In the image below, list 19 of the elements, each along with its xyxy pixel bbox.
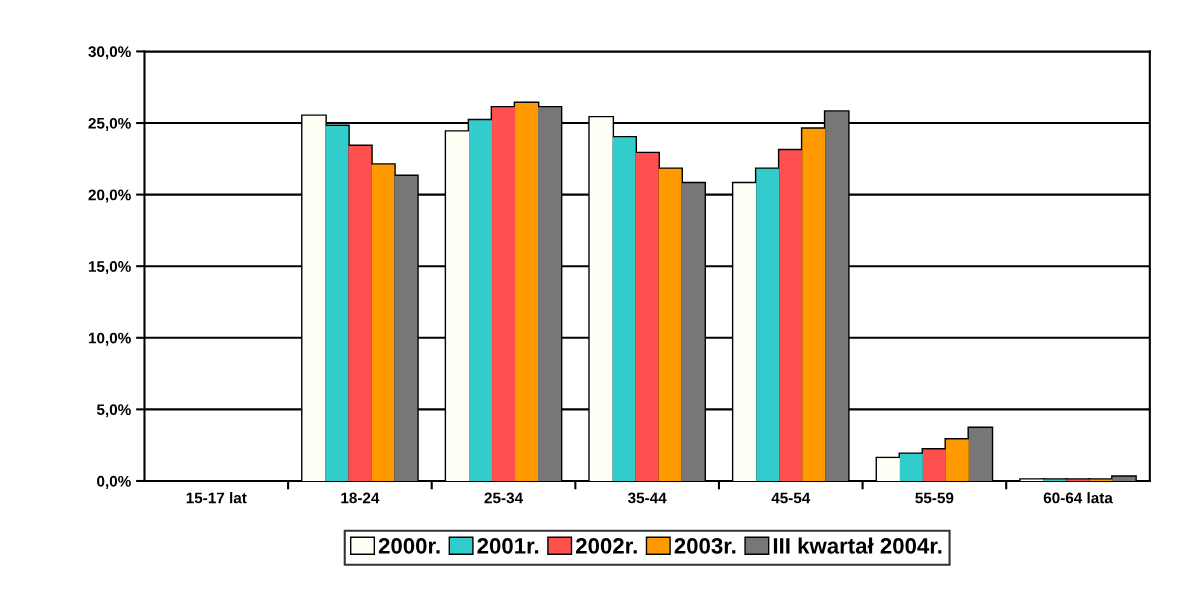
y-tick-label: 20,0% [88,189,131,203]
x-tick-label: 35-44 [627,492,667,504]
x-tick-label: 45-54 [771,492,811,504]
y-tick-label: 0,0% [97,475,131,489]
x-tick-label: 15-17 lat [186,492,247,504]
y-tick-label: 25,0% [88,117,131,131]
x-tick-label: 25-34 [484,492,523,504]
legend-label: 2001r. [477,538,539,554]
y-tick-label: 5,0% [96,404,131,418]
x-tick-label: 55-59 [915,492,954,504]
x-tick-label: 18-24 [341,492,380,504]
legend-label: III kwartał 2004r. [773,537,942,554]
x-tick-label: 60-64 lata [1043,492,1113,504]
y-tick-label: 15,0% [88,261,131,275]
y-tick-label: 30,0% [88,46,131,60]
legend-label: 2003r. [674,538,736,554]
y-tick-label: 10,0% [88,332,131,346]
legend-label: 2002r. [576,538,637,554]
legend-label: 2000r. [378,538,440,554]
